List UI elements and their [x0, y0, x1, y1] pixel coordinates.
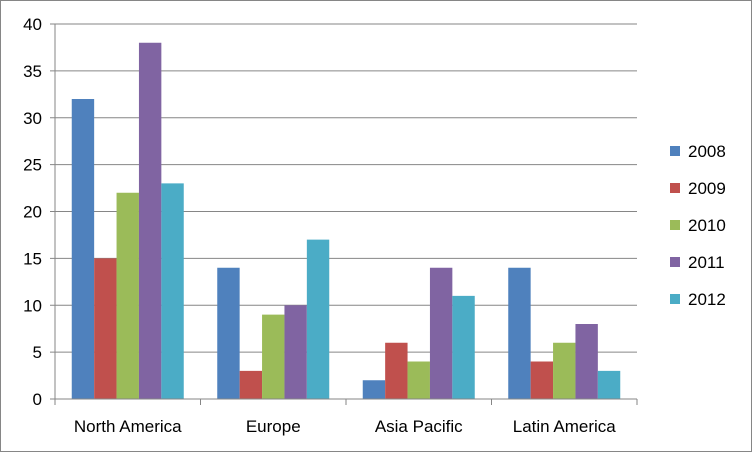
legend-label-2011: 2011: [688, 253, 725, 272]
bar-2010-3: [553, 342, 576, 399]
bar-2009-3: [530, 361, 554, 399]
legend: 2008 2009 2010 2011 2012: [670, 142, 726, 309]
bar-2009-2: [385, 342, 408, 399]
bar-2010-2: [407, 361, 430, 399]
y-tick-label: 20: [23, 203, 42, 222]
bar-2010-0: [116, 192, 139, 399]
x-tick-label: Latin America: [513, 417, 617, 436]
legend-label-2009: 2009: [688, 179, 726, 198]
y-tick-label: 0: [33, 390, 42, 409]
y-tick-label: 30: [23, 109, 42, 128]
bar-2012-0: [161, 183, 184, 399]
legend-label-2010: 2010: [688, 216, 726, 235]
y-tick-label: 15: [23, 249, 42, 268]
bar-2011-2: [429, 267, 453, 399]
legend-swatch-2012: [670, 294, 680, 304]
legend-swatch-2008: [670, 146, 680, 156]
x-tick-label: Asia Pacific: [375, 417, 463, 436]
legend-swatch-2011: [670, 257, 680, 267]
bar-2010-1: [262, 314, 285, 399]
y-tick-label: 35: [23, 62, 42, 81]
bar-2011-0: [138, 42, 162, 399]
bar-2011-3: [575, 324, 598, 399]
bar-2009-0: [94, 258, 117, 399]
bars: [71, 42, 621, 399]
bar-2012-3: [597, 370, 621, 399]
y-tick-label: 25: [23, 156, 42, 175]
y-tick-label: 10: [23, 296, 42, 315]
bar-2008-1: [217, 267, 240, 399]
y-tick-label: 40: [23, 15, 42, 34]
bar-2012-2: [452, 295, 475, 399]
bar-2011-1: [284, 305, 307, 399]
legend-label-2008: 2008: [688, 142, 726, 161]
legend-label-2012: 2012: [688, 290, 726, 309]
bar-2012-1: [306, 239, 330, 399]
y-tick-label: 5: [33, 343, 42, 362]
legend-swatch-2009: [670, 183, 680, 193]
bar-2008-0: [71, 99, 95, 399]
bar-2008-3: [508, 267, 531, 399]
y-axis-ticks: 0 5 10 15 20 25 30 35 40: [23, 15, 55, 409]
bar-2008-2: [362, 380, 386, 399]
x-tick-label: Europe: [246, 417, 301, 436]
x-tick-label: North America: [74, 417, 182, 436]
x-axis-ticks: North America Europe Asia Pacific Latin Ame…: [54, 399, 638, 436]
legend-swatch-2010: [670, 220, 680, 230]
bar-2009-1: [239, 370, 263, 399]
